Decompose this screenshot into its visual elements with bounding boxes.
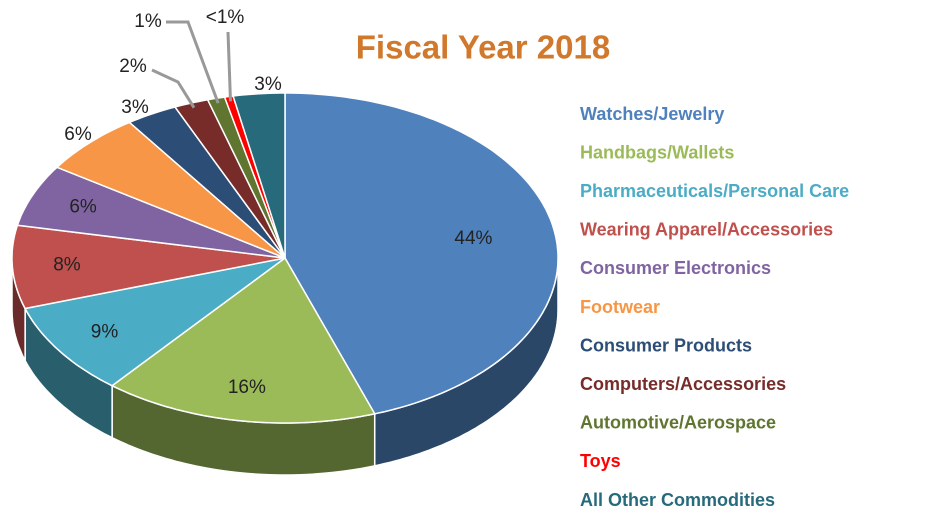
leader-line [151,68,196,109]
data-label: 6% [69,197,97,218]
legend-entry: Pharmaceuticals/Personal Care [580,181,849,201]
slice [16,166,286,259]
legend-entry: Footwear [580,297,660,317]
data-label: 2% [119,56,147,77]
legend-entry: Watches/Jewelry [580,104,724,124]
legend-entry: Computers/Accessories [580,374,786,394]
legend-entry: Toys [580,451,621,471]
legend-entry: Handbags/Wallets [580,142,734,162]
slice [55,121,286,259]
data-label: 1% [134,11,162,32]
chart-title: Fiscal Year 2018 [356,29,610,66]
data-label: 9% [91,321,119,342]
leader-line [166,20,220,104]
data-label: <1% [206,7,245,28]
data-label: 3% [254,74,282,95]
slice [232,92,286,259]
data-label: 44% [454,228,492,249]
slice [284,92,559,415]
legend-entry: All Other Commodities [580,490,775,509]
slice [128,106,286,259]
legend-entry: Consumer Electronics [580,258,771,278]
data-label: 6% [64,124,92,145]
slice [11,224,286,310]
slice [110,256,376,424]
legend-entry: Consumer Products [580,335,752,355]
data-label: 16% [228,377,266,398]
legend-entry: Automotive/Aerospace [580,413,776,433]
data-label: 3% [121,97,149,118]
legend-entry: Wearing Apparel/Accessories [580,220,833,240]
slice [23,257,286,387]
leader-line [226,31,232,102]
data-label: 8% [53,254,81,275]
